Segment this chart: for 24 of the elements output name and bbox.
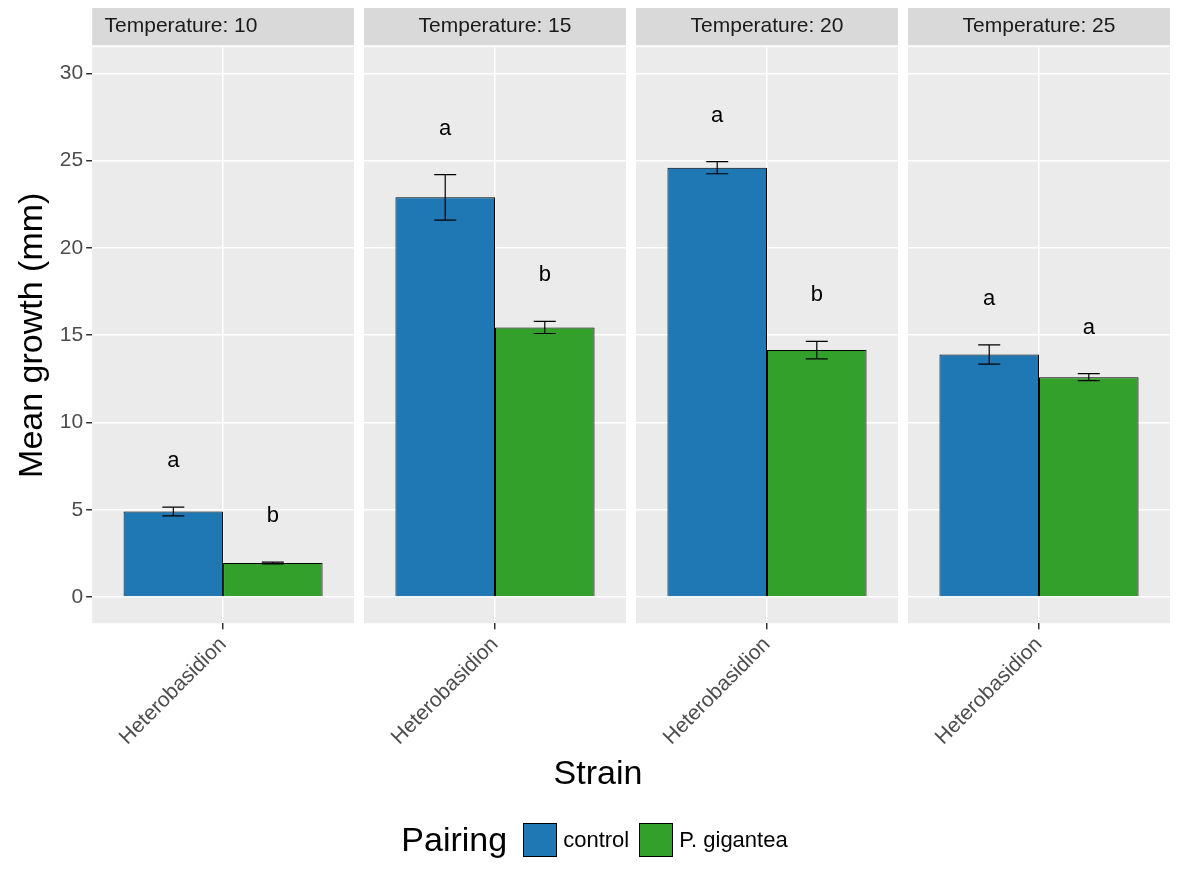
annotation: b (538, 261, 551, 287)
chart-title: Temperature: 15 (418, 13, 572, 37)
legend-label: control (563, 826, 630, 853)
chart-title: Temperature: 10 (104, 13, 258, 37)
y-axis-title: Mean growth (mm) (10, 192, 49, 478)
y-tick-label: 30 (59, 60, 84, 84)
y-tick-label: 25 (59, 147, 84, 171)
legend-label: P. gigantea (679, 826, 788, 853)
legend-title: Pairing (401, 820, 508, 859)
y-tick-label: 10 (59, 409, 84, 433)
chart-title: Temperature: 25 (962, 13, 1116, 37)
chart-title: Temperature: 20 (690, 13, 844, 37)
annotation: b (810, 281, 823, 307)
annotation: a (711, 101, 725, 127)
annotation: b (266, 502, 279, 528)
annotation: a (1082, 313, 1096, 339)
annotation: a (439, 114, 453, 140)
annotation: a (983, 284, 997, 310)
x-axis-title: Strain (552, 753, 644, 792)
y-tick-label: 20 (59, 234, 84, 258)
y-tick-label: 0 (71, 583, 84, 607)
y-tick-label: 5 (71, 496, 84, 520)
y-tick-label: 15 (59, 322, 84, 346)
annotation: a (167, 447, 181, 473)
